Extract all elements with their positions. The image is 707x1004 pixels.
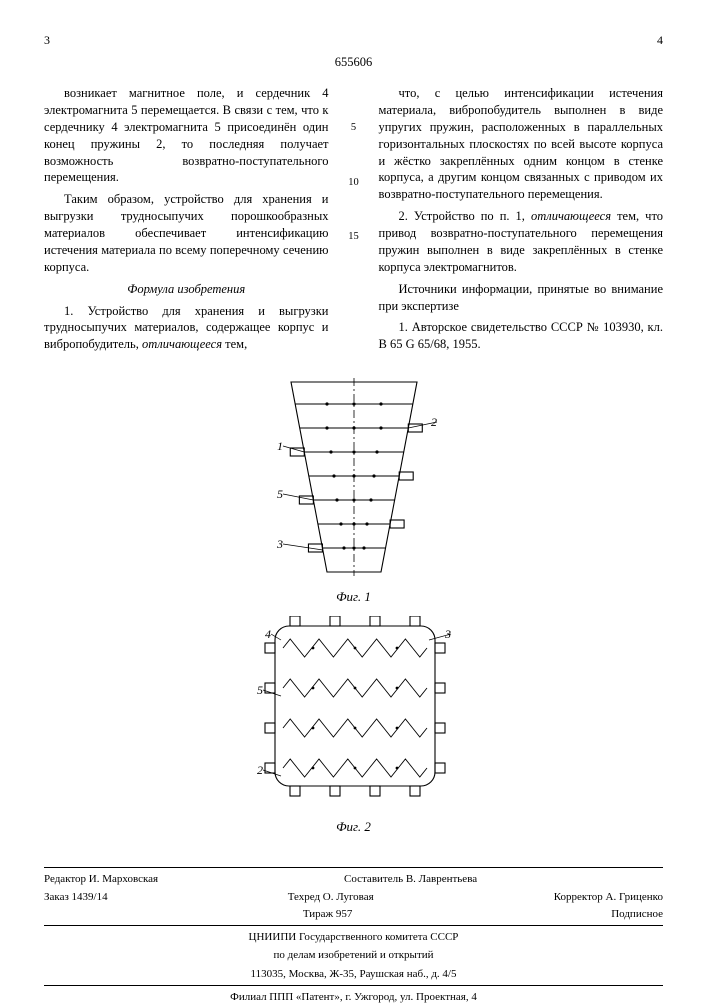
para: 2. Устройство по п. 1, отличающееся тем,… [379, 208, 664, 276]
footer-tirazh: Тираж 957 [303, 907, 353, 921]
para: Таким образом, устройство для хранения и… [44, 191, 329, 275]
footer-divider [44, 925, 663, 926]
footer-order: Заказ 1439/14 [44, 890, 108, 904]
svg-text:3: 3 [276, 537, 283, 551]
left-column: возникает магнитное поле, и сердечник 4 … [44, 85, 329, 358]
footer-org: 113035, Москва, Ж-35, Раушская наб., д. … [44, 967, 663, 981]
figure-2-label: Фиг. 2 [44, 818, 663, 836]
para: 1. Устройство для хранения и выгрузки тр… [44, 303, 329, 354]
doc-number: 655606 [44, 54, 663, 71]
page-num-right: 4 [657, 32, 663, 48]
footer-divider [44, 985, 663, 986]
claims-heading: Формула изобретения [44, 281, 329, 298]
page: 3 4 655606 возникает магнитное поле, и с… [0, 0, 707, 1000]
footer-org: Филиал ППП «Патент», г. Ужгород, ул. Про… [44, 990, 663, 1004]
line-mark: 10 [348, 178, 359, 189]
footer-tech: Техред О. Луговая [288, 890, 374, 904]
line-number-gutter: 5 10 15 [347, 85, 361, 358]
svg-text:2: 2 [257, 763, 263, 777]
footer-org: ЦНИИПИ Государственного комитета СССР [44, 930, 663, 944]
line-mark: 15 [348, 232, 359, 243]
svg-text:5: 5 [257, 683, 263, 697]
footer-subscription: Подписное [611, 907, 663, 921]
para: Источники информации, принятые во вниман… [379, 281, 664, 315]
svg-text:3: 3 [444, 627, 451, 641]
header-row: 3 4 [44, 32, 663, 48]
footer-editor: Редактор И. Марховская [44, 872, 158, 886]
figures-block: 1532 Фиг. 1 4523 Фиг. 2 [44, 376, 663, 835]
footer-compiler: Составитель В. Лаврентьева [344, 872, 477, 886]
para: возникает магнитное поле, и сердечник 4 … [44, 85, 329, 186]
svg-text:5: 5 [277, 487, 283, 501]
footer-corrector: Корректор А. Гриценко [554, 890, 663, 904]
svg-text:2: 2 [431, 415, 437, 429]
para: что, с целью интенсификации истечения ма… [379, 85, 664, 203]
right-column: что, с целью интенсификации истечения ма… [379, 85, 664, 358]
page-num-left: 3 [44, 32, 50, 48]
imprint-footer: Редактор И. Марховская Составитель В. Ла… [44, 867, 663, 1004]
line-mark: 5 [351, 123, 356, 134]
text-columns: возникает магнитное поле, и сердечник 4 … [44, 85, 663, 358]
footer-org: по делам изобретений и открытий [44, 948, 663, 962]
svg-text:1: 1 [277, 439, 283, 453]
svg-text:4: 4 [265, 627, 271, 641]
figure-2: 4 5 2 3 [249, 616, 459, 816]
figure-1-label: Фиг. 1 [44, 588, 663, 606]
para: 1. Авторское свидетельство СССР № 103930… [379, 319, 664, 353]
figure-1: 1532 [249, 376, 459, 586]
